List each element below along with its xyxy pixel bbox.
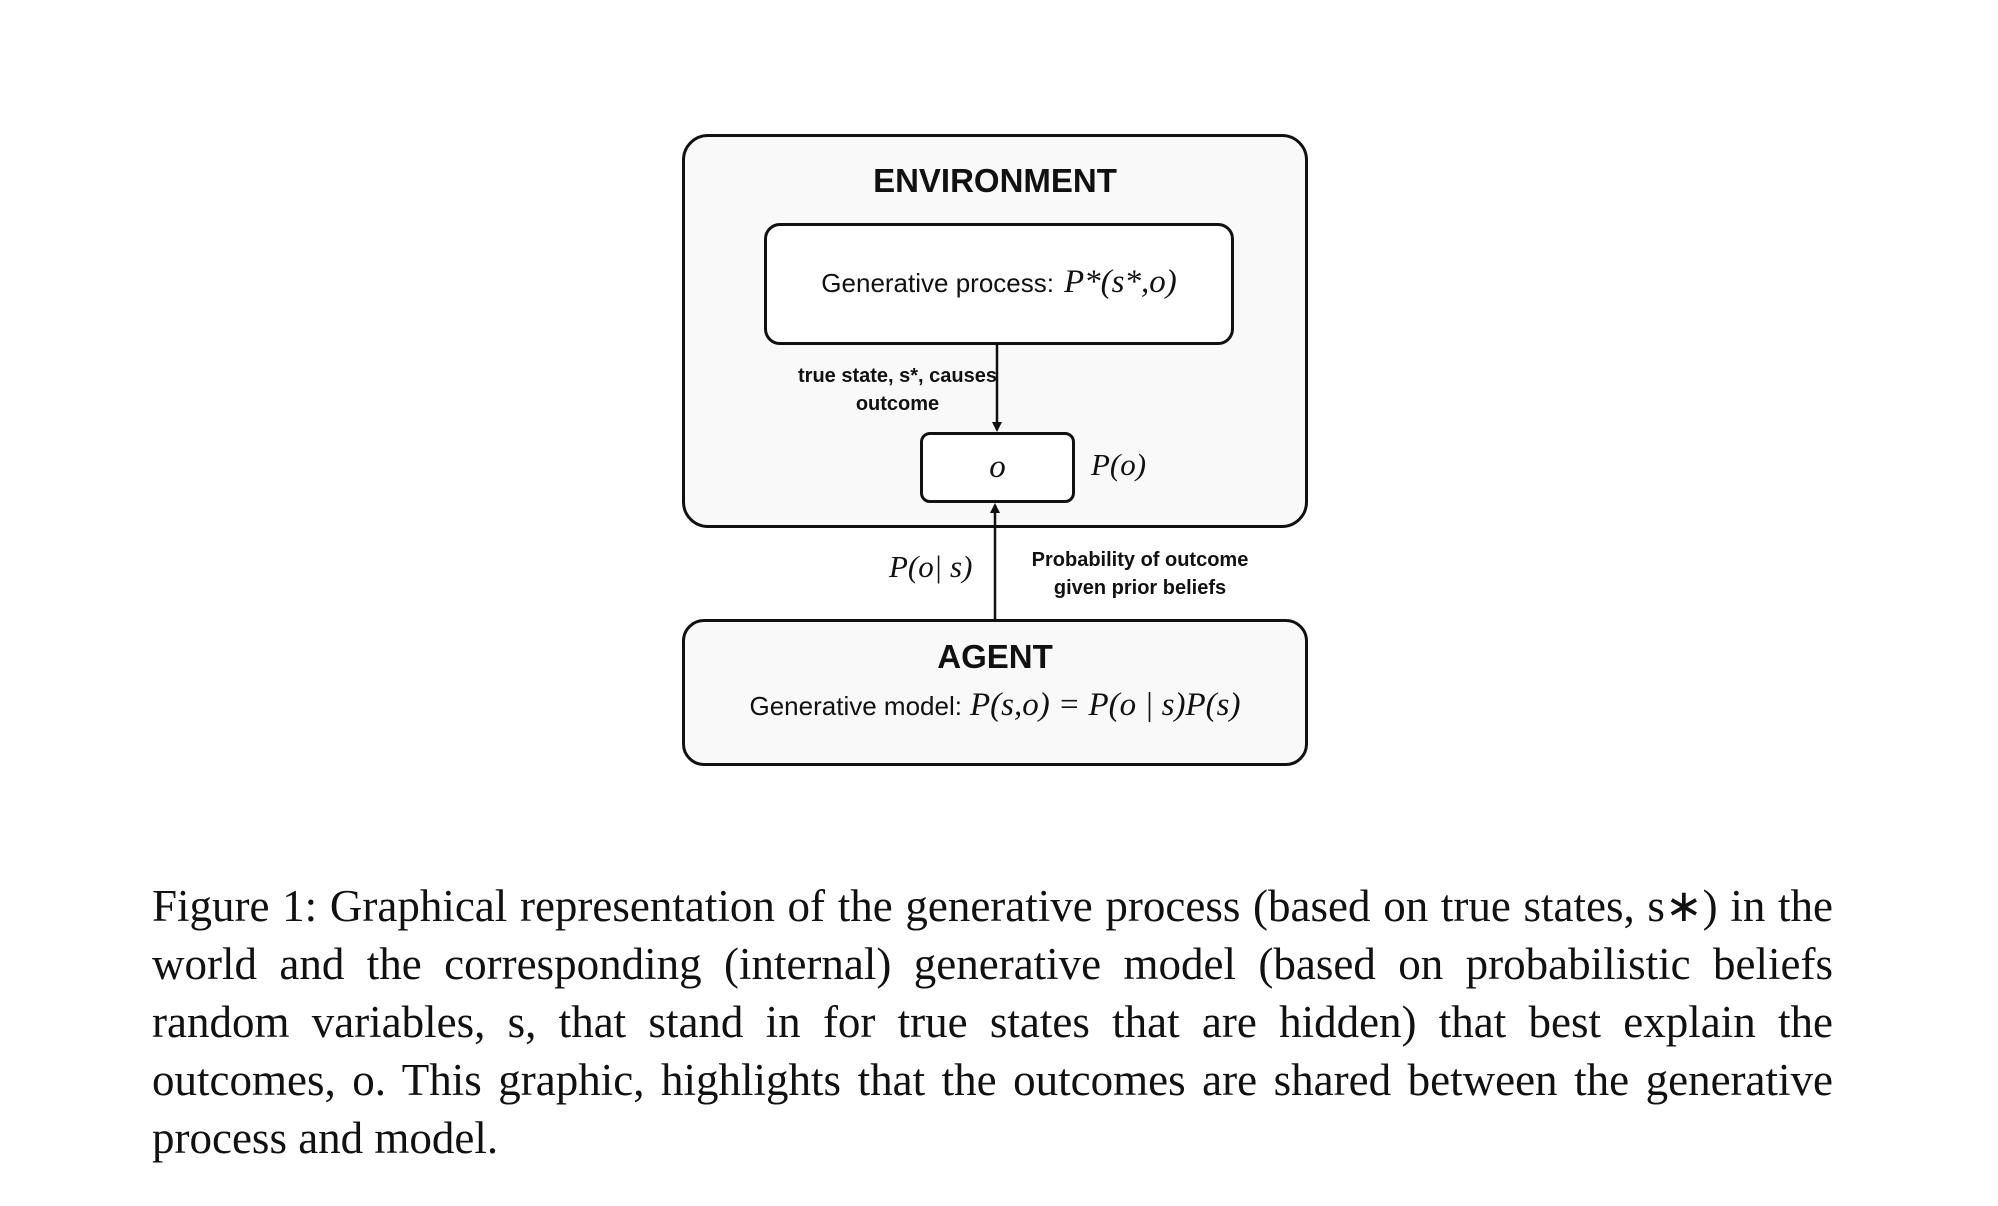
generative-process-formula: P*(s*,o) <box>1063 264 1177 300</box>
outcome-symbol: o <box>989 449 1006 485</box>
generative-process-box <box>764 223 1234 345</box>
agent-box <box>682 619 1308 766</box>
agent-title: AGENT <box>937 638 1053 675</box>
figure-caption: Figure 1: Graphical representation of th… <box>152 881 1833 1163</box>
generative-process-line: Generative process: P*(s*,o) <box>764 264 1234 301</box>
true-state-label: true state, s*, causes outcome <box>798 365 997 415</box>
generative-process-label: Generative process: <box>821 268 1054 298</box>
probability-of-outcome-label: Probability of outcome given prior belie… <box>1031 549 1249 599</box>
generative-model-label: Generative model: <box>749 691 962 721</box>
generative-model-formula: P(s,o) = P(o | s)P(s) <box>969 687 1241 723</box>
likelihood-label: P(o| s) <box>889 549 973 584</box>
generative-model-line: Generative model: P(s,o) = P(o | s)P(s) <box>682 687 1308 724</box>
outcome-box <box>920 432 1075 503</box>
outcome-probability-label: P(o) <box>1091 447 1147 482</box>
environment-title: ENVIRONMENT <box>873 162 1117 199</box>
